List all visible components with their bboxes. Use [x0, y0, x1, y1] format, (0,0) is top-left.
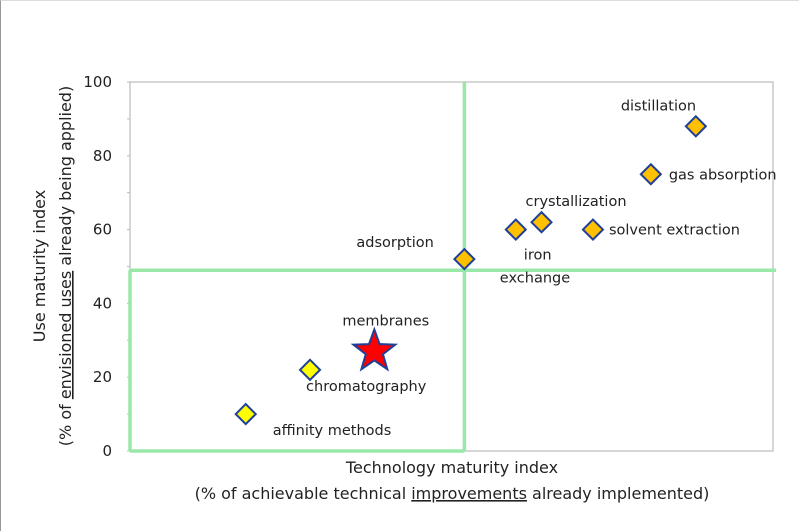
y-tick-label: 0: [102, 442, 112, 460]
star-marker: [350, 326, 399, 372]
y-tick-label: 60: [93, 221, 112, 239]
axis-label-part: already being applied): [56, 86, 75, 271]
diamond-marker: [530, 210, 553, 234]
diamond-marker: [298, 358, 322, 382]
y-tick-label: 80: [93, 147, 112, 165]
point-label: affinity methods: [273, 423, 392, 439]
point-label: iron: [524, 248, 552, 264]
x-axis-title: Technology maturity index: [345, 458, 558, 477]
point-label: membranes: [342, 313, 429, 329]
point-label: adsorption: [356, 235, 433, 251]
y-tick-label: 100: [83, 73, 112, 91]
axis-label-part: (% of achievable technical: [195, 484, 412, 503]
y-tick-label: 40: [93, 294, 112, 312]
axis-label-part: already implemented): [527, 484, 709, 503]
diamond-marker: [639, 162, 663, 186]
y-tick-label: 20: [93, 368, 112, 386]
diamond-marker: [684, 114, 708, 138]
diamond-marker: [452, 247, 476, 271]
axis-label-part: improvements: [411, 484, 527, 503]
point-label: exchange: [500, 271, 570, 287]
point-label: gas absorption: [669, 167, 777, 183]
diamond-marker: [581, 218, 605, 242]
y-axis-title: Use maturity index: [30, 190, 49, 342]
point-label: chromatography: [306, 379, 427, 395]
diamond-marker: [234, 402, 258, 426]
point-label: crystallization: [526, 194, 627, 210]
y-axis-subtitle: (% of envisioned uses already being appl…: [56, 86, 75, 446]
diamond-marker: [504, 218, 528, 242]
x-axis-subtitle: (% of achievable technical improvements …: [195, 484, 710, 503]
point-label: solvent extraction: [609, 223, 740, 239]
point-label: distillation: [621, 98, 696, 114]
axis-label-part: (% of: [56, 399, 75, 446]
plot-area: [129, 81, 774, 452]
axis-label-part: envisioned uses: [56, 271, 75, 399]
